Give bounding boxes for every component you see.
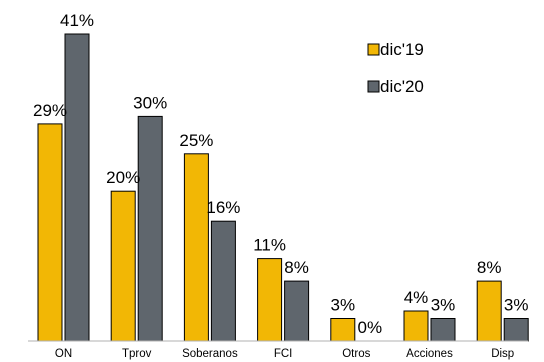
data-label-dic20-otros: 0% [358, 318, 383, 337]
bar-dic20-soberanos [210, 220, 236, 342]
category-label-tprov: Tprov [122, 348, 152, 360]
data-label-dic19-disp: 8% [477, 258, 502, 277]
data-label-dic20-disp: 3% [504, 296, 529, 315]
bar-dic19-on [37, 123, 63, 342]
data-label-dic19-soberanos: 25% [179, 131, 213, 150]
category-labels-layer: ON Tprov Soberanos FCI Otros Acciones Disp [55, 348, 514, 360]
data-label-dic19-on: 29% [33, 101, 67, 120]
data-label-dic19-acciones: 4% [404, 288, 429, 307]
bar-dic19-tprov [110, 190, 136, 342]
data-label-dic19-otros: 3% [331, 296, 356, 315]
data-label-dic19-fci: 11% [253, 236, 286, 255]
bar-dic19-soberanos [183, 153, 209, 342]
bar-dic19-disp [476, 280, 502, 342]
data-label-dic20-fci: 8% [284, 258, 309, 277]
category-label-soberanos: Soberanos [182, 348, 238, 360]
legend-swatch-dic19 [367, 43, 380, 56]
data-labels-layer: 29%41%20%30%25%16%11%8%3%0%4% 3%8%3% [33, 11, 529, 337]
bar-dic20-disp [503, 318, 529, 342]
data-label-dic20-acciones: 3% [431, 296, 456, 315]
category-label-on: ON [55, 348, 72, 360]
bars-layer [37, 33, 529, 342]
bar-dic19-otros [330, 318, 356, 342]
bar-dic20-tprov [137, 115, 163, 342]
data-label-dic20-on: 41% [60, 11, 94, 30]
legend: dic'19 dic'20 [367, 40, 424, 96]
category-label-fci: FCI [274, 348, 293, 360]
data-label-dic20-soberanos: 16% [206, 198, 240, 217]
bar-dic20-fci [284, 280, 310, 342]
bar-dic19-acciones [403, 310, 429, 342]
bar-dic20-on [64, 33, 90, 342]
category-label-acciones: Acciones [406, 348, 453, 360]
data-label-dic20-tprov: 30% [133, 93, 167, 112]
legend-label-dic20: dic'20 [380, 77, 424, 96]
bar-dic20-acciones [430, 318, 456, 342]
data-label-dic19-tprov: 20% [106, 168, 140, 187]
category-label-disp: Disp [491, 348, 514, 360]
legend-swatch-dic20 [367, 80, 380, 93]
legend-label-dic19: dic'19 [380, 40, 424, 59]
bar-dic19-fci [257, 258, 283, 342]
category-label-otros: Otros [342, 348, 370, 360]
